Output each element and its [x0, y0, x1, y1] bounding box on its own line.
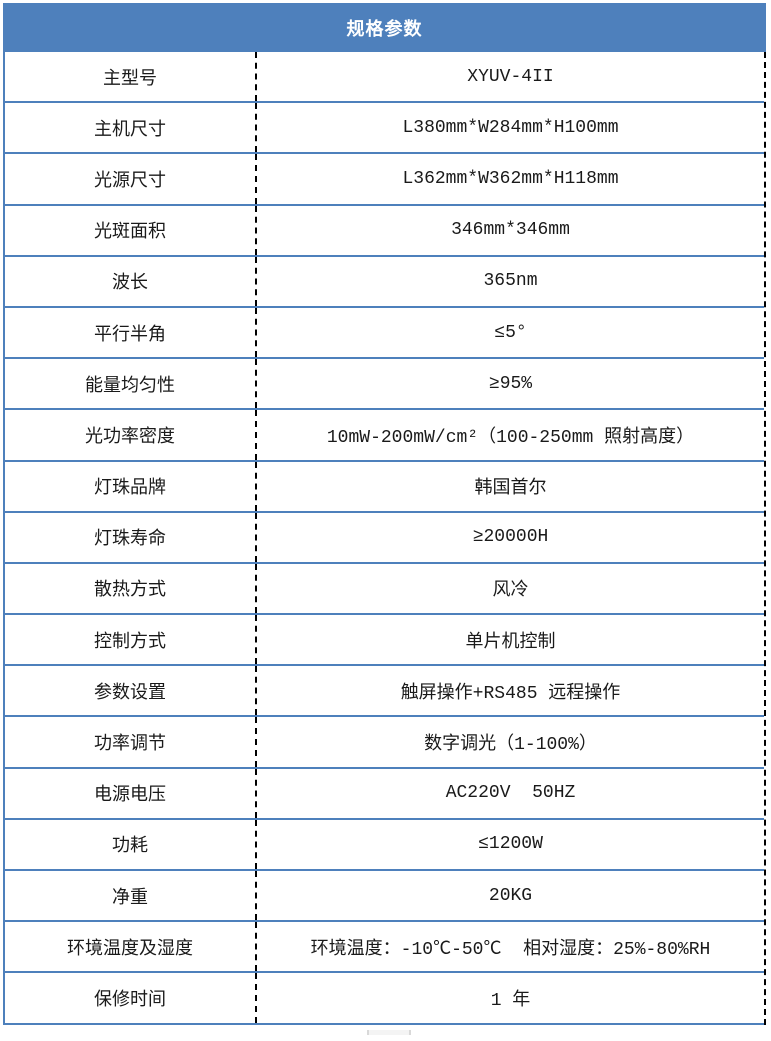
table-row: 能量均匀性 ≥95%	[5, 359, 764, 411]
spec-label: 保修时间	[94, 990, 166, 1011]
spec-value: 环境温度：-10℃-50℃ 相对湿度：25%-80%RH	[255, 922, 764, 972]
spec-table: 规格参数 主型号 XYUV-4II 主机尺寸 L380mm*W284mm*H100mm…	[3, 3, 766, 1025]
spec-label: 功耗	[112, 837, 148, 858]
spec-value: ≥95%	[255, 359, 764, 409]
spec-label: 参数设置	[94, 683, 166, 704]
spec-label: 光源尺寸	[94, 171, 166, 192]
spec-rows: 主型号 XYUV-4II 主机尺寸 L380mm*W284mm*H100mm 光源尺寸 L…	[3, 52, 766, 1025]
spec-value: ≤5°	[255, 307, 764, 358]
spec-value: ≥20000H	[255, 512, 764, 562]
spec-label: 能量均匀性	[85, 376, 175, 397]
spec-value: L362mm*W362mm*H118mm	[255, 154, 764, 204]
horizontal-scrollbar-thumb[interactable]	[367, 1030, 411, 1035]
table-row: 平行半角 ≤5°	[5, 307, 764, 360]
spec-label: 波长	[112, 274, 148, 295]
spec-value: XYUV-4II	[255, 52, 764, 102]
table-row: 净重 20KG	[5, 871, 764, 923]
spec-label: 平行半角	[94, 325, 166, 346]
spec-label: 灯珠寿命	[94, 530, 166, 551]
table-row: 环境温度及湿度 环境温度：-10℃-50℃ 相对湿度：25%-80%RH	[5, 922, 764, 974]
spec-value: 数字调光（1-100%）	[255, 717, 764, 767]
table-row: 光源尺寸 L362mm*W362mm*H118mm	[5, 154, 764, 206]
table-row: 主型号 XYUV-4II	[5, 52, 764, 104]
spec-label: 光功率密度	[85, 427, 175, 448]
table-row: 灯珠寿命 ≥20000H	[5, 512, 764, 564]
spec-value: 风冷	[255, 563, 764, 614]
spec-value: 触屏操作+RS485 远程操作	[255, 666, 764, 716]
spec-label: 主机尺寸	[94, 120, 166, 141]
table-row: 电源电压 AC220V 50HZ	[5, 768, 764, 820]
spec-label: 灯珠品牌	[94, 479, 166, 500]
spec-value: L380mm*W284mm*H100mm	[255, 103, 764, 153]
spec-label: 环境温度及湿度	[67, 939, 193, 960]
table-row: 参数设置 触屏操作+RS485 远程操作	[5, 666, 764, 718]
spec-label: 净重	[112, 888, 148, 909]
spec-value: 1 年	[255, 973, 764, 1023]
spec-label: 光斑面积	[94, 223, 166, 244]
table-row: 控制方式 单片机控制	[5, 615, 764, 667]
spec-value: 单片机控制	[255, 615, 764, 665]
table-row: 灯珠品牌 韩国首尔	[5, 461, 764, 513]
spec-label: 功率调节	[94, 735, 166, 756]
spec-value: 346mm*346mm	[255, 205, 764, 255]
spec-value: 10mW-200mW/cm²（100-250mm 照射高度）	[255, 410, 764, 460]
table-row: 光功率密度 10mW-200mW/cm²（100-250mm 照射高度）	[5, 410, 764, 462]
spec-label: 散热方式	[94, 581, 166, 602]
table-row: 保修时间 1 年	[5, 973, 764, 1025]
table-row: 主机尺寸 L380mm*W284mm*H100mm	[5, 103, 764, 155]
spec-label: 主型号	[103, 69, 157, 90]
spec-label: 电源电压	[94, 786, 166, 807]
spec-value: 韩国首尔	[255, 461, 764, 511]
spec-value: AC220V 50HZ	[255, 768, 764, 818]
table-row: 波长 365nm	[5, 256, 764, 308]
spec-value: 20KG	[255, 871, 764, 921]
spec-label: 控制方式	[94, 632, 166, 653]
table-row: 散热方式 风冷	[5, 563, 764, 616]
table-row: 功率调节 数字调光（1-100%）	[5, 717, 764, 769]
table-header-title: 规格参数	[3, 3, 766, 52]
spec-value: 365nm	[255, 256, 764, 306]
table-row: 功耗 ≤1200W	[5, 819, 764, 871]
spec-value: ≤1200W	[255, 819, 764, 869]
table-row: 光斑面积 346mm*346mm	[5, 205, 764, 257]
